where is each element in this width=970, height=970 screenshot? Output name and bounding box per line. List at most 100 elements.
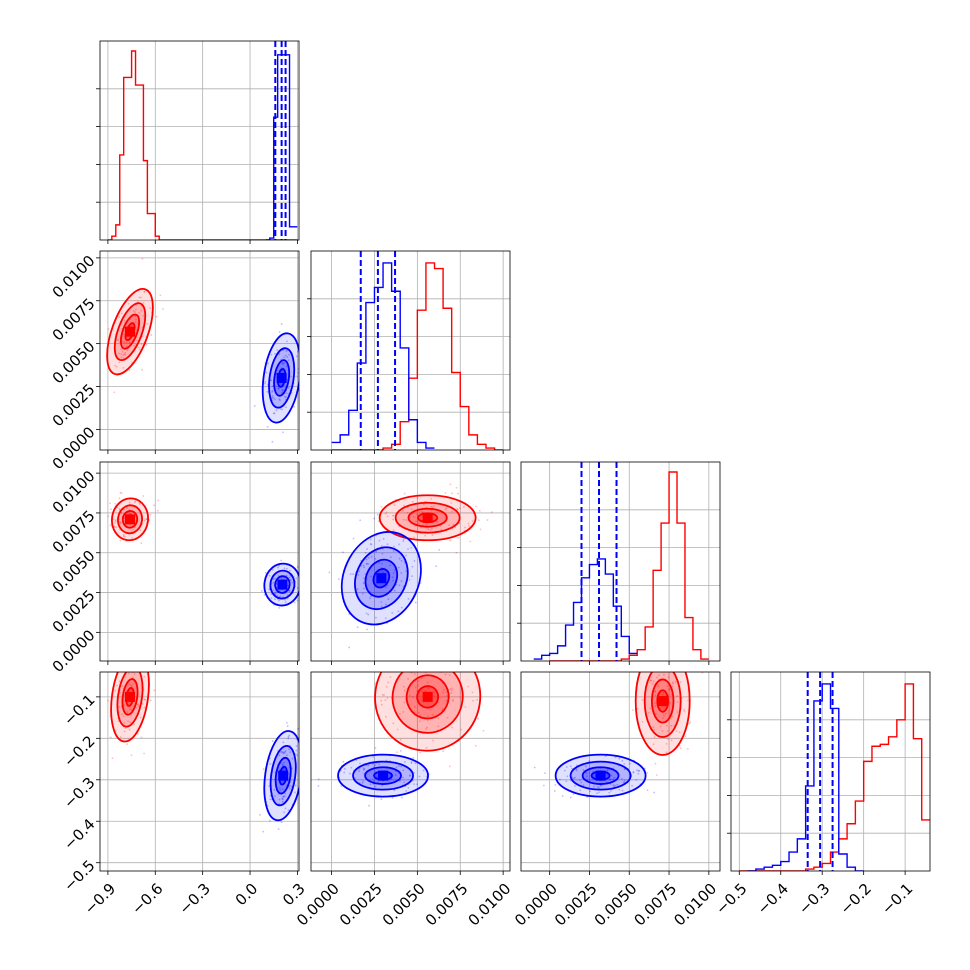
scatter-point bbox=[660, 662, 662, 664]
scatter-point bbox=[119, 522, 122, 525]
scatter-point bbox=[659, 707, 662, 710]
scatter-point bbox=[676, 711, 679, 713]
scatter-point bbox=[650, 679, 652, 682]
x-tick-label: 0.0075 bbox=[631, 880, 681, 930]
scatter-point bbox=[296, 587, 299, 589]
scatter-point bbox=[398, 543, 400, 546]
scatter-point bbox=[279, 787, 281, 789]
scatter-point bbox=[146, 343, 148, 346]
scatter-point bbox=[121, 713, 123, 716]
histogram-series-1 bbox=[533, 558, 638, 660]
scatter-point bbox=[381, 784, 384, 787]
scatter-point bbox=[337, 578, 340, 580]
scatter-point bbox=[117, 720, 120, 722]
scatter-point bbox=[600, 784, 603, 787]
scatter-point bbox=[380, 601, 383, 603]
scatter-point bbox=[342, 760, 345, 763]
y-tick-label: −0.1 bbox=[60, 691, 98, 729]
scatter-point bbox=[674, 680, 677, 683]
scatter-point bbox=[114, 502, 117, 505]
scatter-point bbox=[391, 576, 394, 579]
scatter-point bbox=[400, 580, 403, 583]
scatter-point bbox=[679, 747, 682, 750]
scatter-point bbox=[668, 688, 670, 691]
scatter-point bbox=[667, 667, 669, 669]
scatter-point bbox=[131, 323, 134, 326]
scatter-point bbox=[398, 557, 401, 560]
scatter-point bbox=[471, 691, 474, 694]
scatter-point bbox=[123, 651, 125, 653]
scatter-point bbox=[135, 328, 138, 331]
panel-frame bbox=[520, 461, 721, 662]
scatter-point bbox=[462, 506, 465, 508]
scatter-point bbox=[409, 774, 411, 777]
scatter-point bbox=[408, 578, 411, 581]
scatter-point bbox=[599, 784, 602, 787]
scatter-point bbox=[385, 511, 388, 514]
scatter-point bbox=[362, 780, 365, 783]
scatter-point bbox=[430, 497, 433, 500]
scatter-point bbox=[444, 492, 447, 494]
scatter-point bbox=[122, 340, 124, 343]
scatter-point bbox=[667, 737, 669, 740]
scatter-point bbox=[271, 389, 274, 392]
scatter-point bbox=[440, 528, 443, 531]
scatter-point bbox=[123, 341, 126, 343]
scatter-point bbox=[294, 784, 297, 787]
scatter-point bbox=[115, 365, 118, 368]
scatter-point bbox=[291, 757, 294, 760]
scatter-point bbox=[431, 506, 434, 509]
scatter-point bbox=[677, 651, 679, 653]
scatter-point bbox=[663, 706, 666, 708]
scatter-point bbox=[413, 783, 415, 786]
scatter-point bbox=[123, 730, 126, 733]
scatter-point bbox=[279, 408, 282, 410]
scatter-point bbox=[375, 550, 378, 553]
scatter-point bbox=[427, 715, 429, 717]
scatter-point bbox=[296, 350, 299, 353]
scatter-point bbox=[273, 412, 276, 415]
scatter-point bbox=[446, 716, 449, 719]
scatter-point bbox=[606, 769, 609, 771]
scatter-point bbox=[669, 701, 671, 704]
scatter-point bbox=[127, 658, 129, 660]
scatter-point bbox=[275, 409, 278, 412]
scatter-point bbox=[426, 719, 429, 722]
scatter-point bbox=[274, 352, 276, 355]
scatter-point bbox=[363, 587, 365, 590]
scatter-point bbox=[433, 691, 436, 694]
scatter-point bbox=[477, 717, 479, 720]
scatter-point bbox=[278, 599, 280, 602]
scatter-point bbox=[116, 338, 118, 341]
panel-plot-area bbox=[311, 462, 510, 661]
scatter-point bbox=[404, 626, 406, 628]
scatter-point bbox=[267, 362, 270, 365]
scatter-point bbox=[109, 508, 112, 511]
scatter-point bbox=[641, 699, 644, 701]
scatter-point bbox=[349, 772, 351, 775]
scatter-point bbox=[401, 776, 404, 779]
scatter-point bbox=[126, 349, 129, 352]
scatter-point bbox=[273, 398, 276, 401]
scatter-point bbox=[115, 526, 118, 528]
scatter-point bbox=[412, 696, 414, 699]
scatter-point bbox=[661, 693, 664, 696]
scatter-point bbox=[387, 681, 390, 684]
scatter-point bbox=[308, 759, 310, 761]
scatter-point bbox=[669, 688, 671, 691]
scatter-point bbox=[381, 693, 384, 696]
scatter-point bbox=[120, 353, 123, 356]
scatter-point bbox=[392, 579, 394, 582]
scatter-point bbox=[542, 784, 545, 787]
x-tick-label: 0.0100 bbox=[465, 880, 515, 930]
scatter-point bbox=[277, 566, 279, 569]
scatter-point bbox=[559, 778, 561, 781]
scatter-point bbox=[662, 717, 664, 719]
scatter-point bbox=[414, 601, 417, 604]
scatter-point bbox=[654, 762, 657, 765]
scatter-point bbox=[300, 791, 302, 793]
scatter-point bbox=[431, 714, 434, 716]
scatter-point bbox=[641, 720, 644, 723]
scatter-point bbox=[119, 539, 122, 542]
